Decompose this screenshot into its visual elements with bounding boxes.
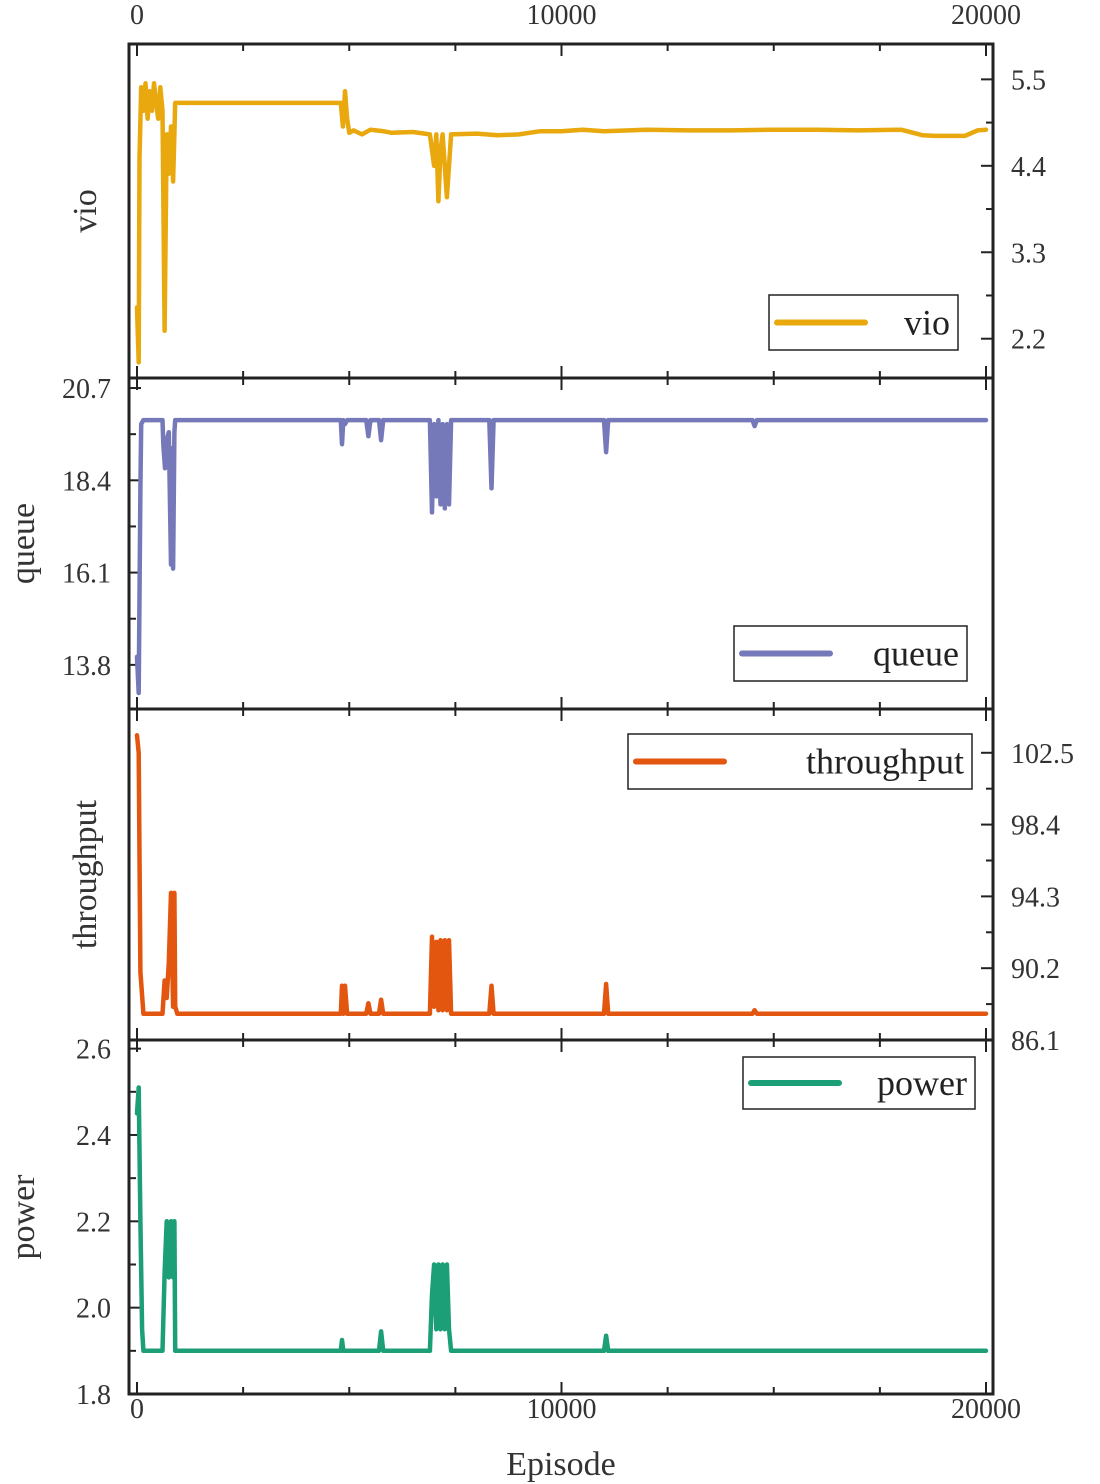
- series-line-power: [134, 1085, 989, 1354]
- legend-label: throughput: [806, 742, 964, 782]
- y-tick-label: 18.4: [62, 466, 111, 497]
- y-tick-label: 102.5: [1011, 739, 1074, 770]
- y-tick-label: 86.1: [1011, 1026, 1060, 1057]
- y-axis-title: power: [5, 1174, 42, 1260]
- y-tick-label: 1.8: [76, 1380, 111, 1411]
- legend-vio: vio: [768, 294, 959, 351]
- x-tick-label-bottom: 0: [130, 1394, 144, 1425]
- y-tick-label: 16.1: [62, 559, 111, 590]
- panel-power: 1.8 2.0 2.2 2.4 2.6 power power: [5, 1035, 995, 1411]
- y-tick-label: 2.2: [1011, 325, 1046, 356]
- series-line-throughput: [134, 733, 989, 1016]
- panel-vio: 2.2 3.3 4.4 5.5 vio vio: [67, 42, 1046, 380]
- x-axis-title: Episode: [506, 1446, 616, 1483]
- y-tick-label: 98.4: [1011, 811, 1060, 842]
- y-tick-label: 2.6: [76, 1035, 111, 1066]
- y-tick-label: 94.3: [1011, 882, 1060, 913]
- legend-throughput: throughput: [627, 733, 973, 790]
- legend-label: queue: [873, 634, 959, 674]
- panel-queue: 13.8 16.1 18.4 20.7 queue queue: [5, 374, 995, 711]
- x-tick-label-top: 10000: [527, 0, 597, 31]
- series-line-vio: [134, 81, 989, 365]
- y-tick-label: 4.4: [1011, 152, 1046, 183]
- legend-label: vio: [904, 303, 950, 343]
- legend-power: power: [742, 1056, 976, 1110]
- series-line-queue: [134, 417, 989, 696]
- y-axis-title: throughput: [67, 799, 104, 949]
- panel-throughput: 86.1 90.2 94.3 98.4 102.5 throughput throughpu…: [67, 707, 1074, 1057]
- x-tick-label-bottom: 20000: [951, 1394, 1021, 1425]
- x-tick-label-bottom: 10000: [527, 1394, 597, 1425]
- y-axis-title: vio: [67, 189, 104, 232]
- y-tick-label: 3.3: [1011, 238, 1046, 269]
- legend-label: power: [877, 1063, 967, 1103]
- y-tick-label: 5.5: [1011, 65, 1046, 96]
- y-tick-label: 20.7: [62, 374, 111, 405]
- y-tick-label: 90.2: [1011, 954, 1060, 985]
- y-tick-label: 2.2: [76, 1207, 111, 1238]
- legend-box: [742, 1056, 976, 1110]
- legend-queue: queue: [733, 625, 968, 682]
- y-tick-label: 13.8: [62, 651, 111, 682]
- y-tick-label: 2.4: [76, 1121, 111, 1152]
- x-tick-label-top: 0: [130, 0, 144, 31]
- y-axis-title: queue: [5, 503, 42, 584]
- y-tick-label: 2.0: [76, 1294, 111, 1325]
- x-tick-label-top: 20000: [951, 0, 1021, 31]
